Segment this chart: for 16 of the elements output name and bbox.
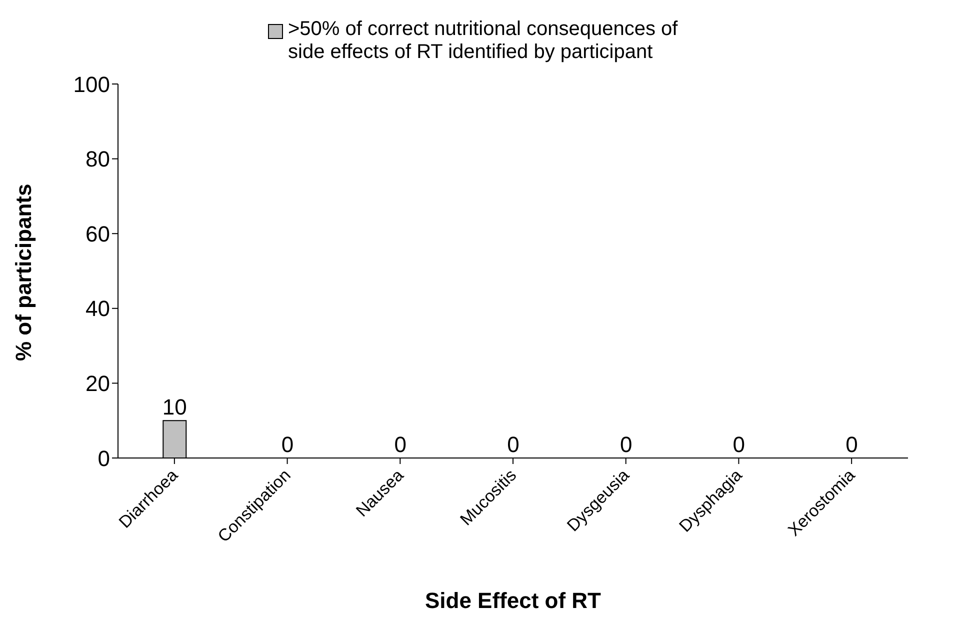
data-label: 10 [162, 394, 187, 420]
data-label: 0 [620, 432, 632, 457]
x-axis-title: Side Effect of RT [424, 588, 602, 613]
y-axis-title: % of participants [10, 184, 36, 361]
data-label: 0 [394, 432, 406, 457]
data-label: 0 [281, 432, 294, 457]
y-tick-label: 80 [86, 146, 110, 172]
data-label: 0 [732, 432, 746, 457]
y-tick-label: 60 [86, 221, 110, 246]
y-tick-label: 20 [86, 371, 110, 396]
y-tick-label: 100 [73, 72, 110, 97]
legend-label: >50% of correct nutritional consequences of side effects of RT identified by participant [288, 18, 679, 64]
y-tick-label: 40 [86, 296, 110, 322]
y-tick-label: 0 [98, 446, 110, 471]
data-label: 0 [507, 432, 520, 457]
data-label: 0 [846, 432, 858, 457]
